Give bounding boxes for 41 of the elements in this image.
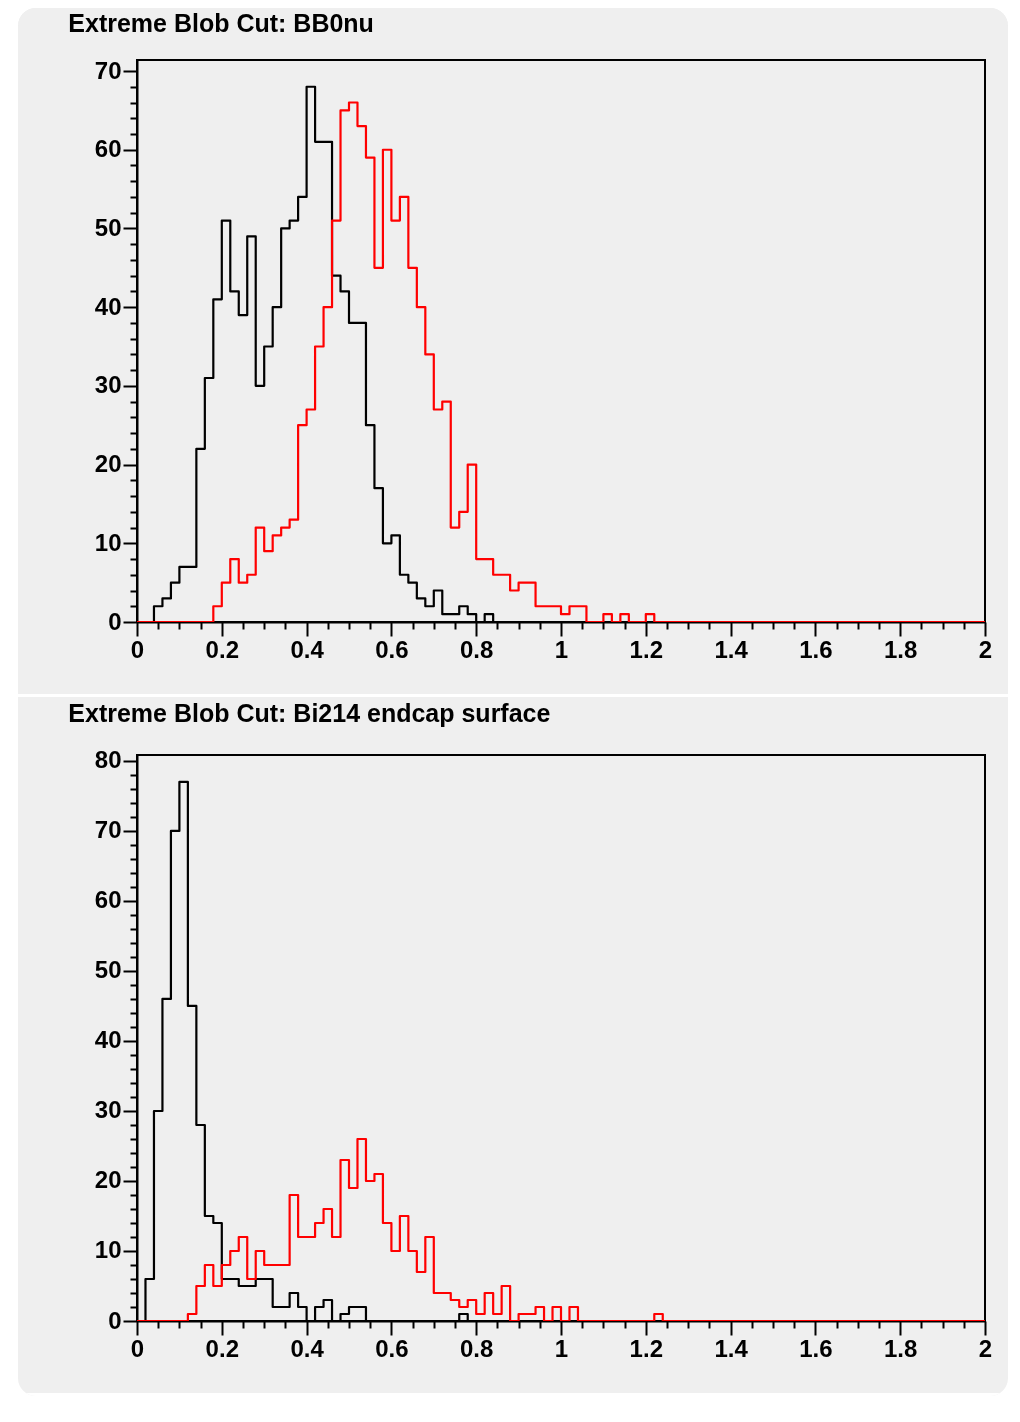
x-tick-label: 1.8 (884, 635, 918, 663)
y-tick-label: 40 (94, 1026, 122, 1054)
y-tick-label: 50 (94, 213, 122, 241)
x-tick-label: 0.4 (290, 635, 325, 663)
x-tick-label: 0.2 (205, 635, 239, 663)
chart-title: Extreme Blob Cut: Bi214 endcap surface (68, 698, 551, 727)
y-tick-label: 30 (94, 371, 122, 399)
x-tick-label: 1 (554, 1334, 569, 1362)
x-tick-label: 1.6 (799, 635, 833, 663)
y-tick-label: 70 (94, 816, 122, 844)
x-tick-label: 1.2 (629, 1334, 663, 1362)
x-tick-label: 0.2 (205, 1334, 239, 1362)
x-tick-label: 0.4 (290, 1334, 325, 1362)
x-tick-label: 1.6 (799, 1334, 833, 1362)
y-tick-label: 10 (94, 528, 122, 556)
x-tick-label: 0.6 (375, 635, 409, 663)
chart-title: Extreme Blob Cut: BB0nu (68, 9, 374, 38)
x-tick-label: 2 (978, 1334, 993, 1362)
x-tick-label: 1.4 (714, 635, 749, 663)
x-tick-label: 0.8 (460, 635, 494, 663)
y-tick-label: 70 (94, 56, 122, 84)
x-tick-label: 1.4 (714, 1334, 749, 1362)
x-tick-label: 1.8 (884, 1334, 918, 1362)
x-tick-label: 0.6 (375, 1334, 409, 1362)
y-tick-label: 0 (108, 1306, 122, 1334)
x-tick-label: 1.2 (629, 635, 663, 663)
x-tick-label: 0 (130, 635, 145, 663)
x-tick-label: 0 (130, 1334, 145, 1362)
y-tick-label: 50 (94, 956, 122, 984)
y-tick-label: 30 (94, 1096, 122, 1124)
x-tick-label: 2 (978, 635, 993, 663)
y-tick-label: 0 (108, 607, 122, 635)
x-tick-label: 1 (554, 635, 569, 663)
y-tick-label: 60 (94, 886, 122, 914)
y-tick-label: 20 (94, 1166, 122, 1194)
y-tick-label: 40 (94, 292, 122, 320)
y-tick-label: 80 (94, 746, 122, 774)
y-tick-label: 10 (94, 1236, 122, 1264)
y-tick-label: 60 (94, 135, 122, 163)
x-tick-label: 0.8 (460, 1334, 494, 1362)
y-tick-label: 20 (94, 450, 122, 478)
